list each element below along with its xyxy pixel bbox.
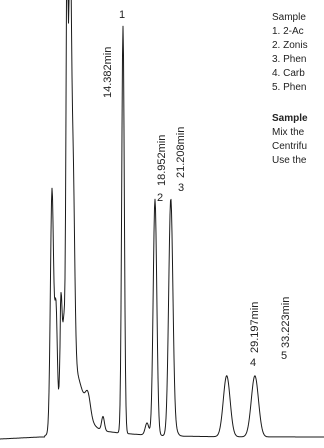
retention-time-label-5: 33.223min (280, 297, 292, 348)
retention-time-label-3: 21.208min (175, 127, 187, 178)
peak-labels: 1 14.382min 2 18.952min 3 21.208min 4 29.197min… (102, 9, 292, 369)
sample-info-panel: Sample 1. 2-Ac 2. Zonis 3. Phen 4. Carb … (272, 11, 324, 168)
sample-item-2: 2. Zonis (272, 40, 308, 51)
peak-number-3: 3 (178, 182, 184, 194)
sample-item-4: 4. Carb (272, 68, 305, 79)
sample-item-5: 5. Phen (272, 82, 307, 93)
retention-time-label-1: 14.382min (102, 47, 114, 98)
retention-time-label-2: 18.952min (156, 135, 168, 186)
retention-time-label-4: 29.197min (249, 302, 261, 353)
peak-number-5: 5 (281, 350, 287, 362)
prep-line-2: Centrifu (272, 141, 308, 152)
peak-number-2: 2 (157, 192, 163, 204)
peak-number-4: 4 (250, 357, 256, 369)
sample-prep-heading: Sample (272, 113, 308, 124)
sample-heading: Sample (272, 12, 306, 23)
prep-line-1: Mix the (272, 127, 305, 138)
prep-line-3: Use the (272, 155, 307, 166)
peak-number-1: 1 (119, 9, 125, 21)
sample-item-3: 3. Phen (272, 54, 307, 65)
sample-item-1: 1. 2-Ac (272, 26, 304, 37)
